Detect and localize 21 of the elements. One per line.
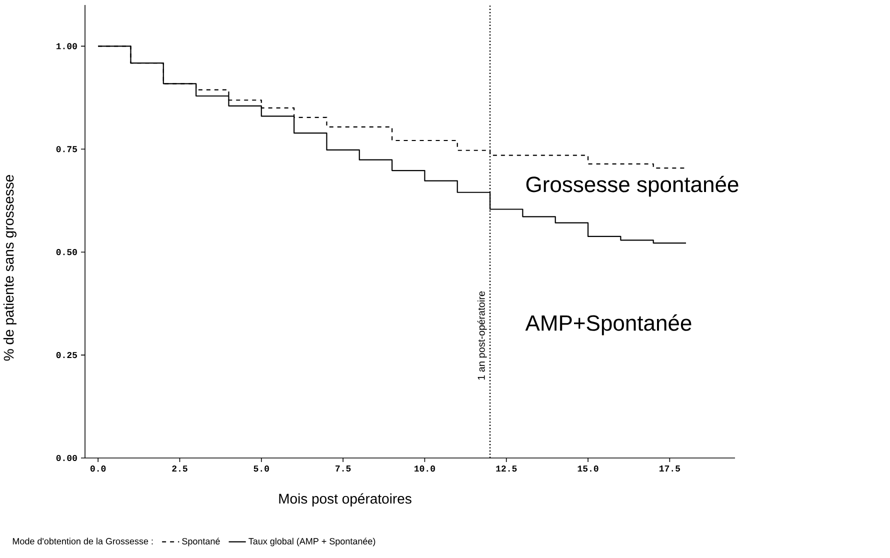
y-axis-title: % de patiente sans grossesse: [3, 175, 16, 361]
x-axis-title: Mois post opératoires: [279, 493, 412, 506]
y-tick-label: 0.00: [56, 454, 77, 462]
x-tick-label: 10.0: [414, 466, 435, 472]
y-tick-label: 0.75: [56, 146, 78, 152]
annotation: Grossesse spontanée: [526, 176, 738, 197]
legend-title: Mode d'obtention de la Grossesse :: [12, 538, 153, 544]
x-tick-label: 2.5: [172, 466, 188, 472]
annotation: AMP+Spontanée: [525, 314, 692, 336]
x-tick-label: 12.5: [496, 466, 517, 472]
y-tick-label: 0.50: [56, 249, 77, 256]
x-tick-label: 7.5: [336, 466, 351, 472]
x-tick-label: 17.5: [659, 466, 680, 472]
y-tick-label: 1.00: [56, 43, 77, 50]
ref-line-label: 1 an post-opératoire: [477, 291, 487, 380]
y-tick-label: 0.25: [56, 352, 78, 358]
legend-label: Taux global (AMP + Spontanée): [248, 538, 376, 546]
x-tick-label: 5.0: [254, 466, 269, 472]
x-tick-label: 0.0: [90, 466, 106, 472]
x-tick-label: 15.0: [578, 466, 598, 472]
legend-label: Spontané: [182, 538, 220, 546]
